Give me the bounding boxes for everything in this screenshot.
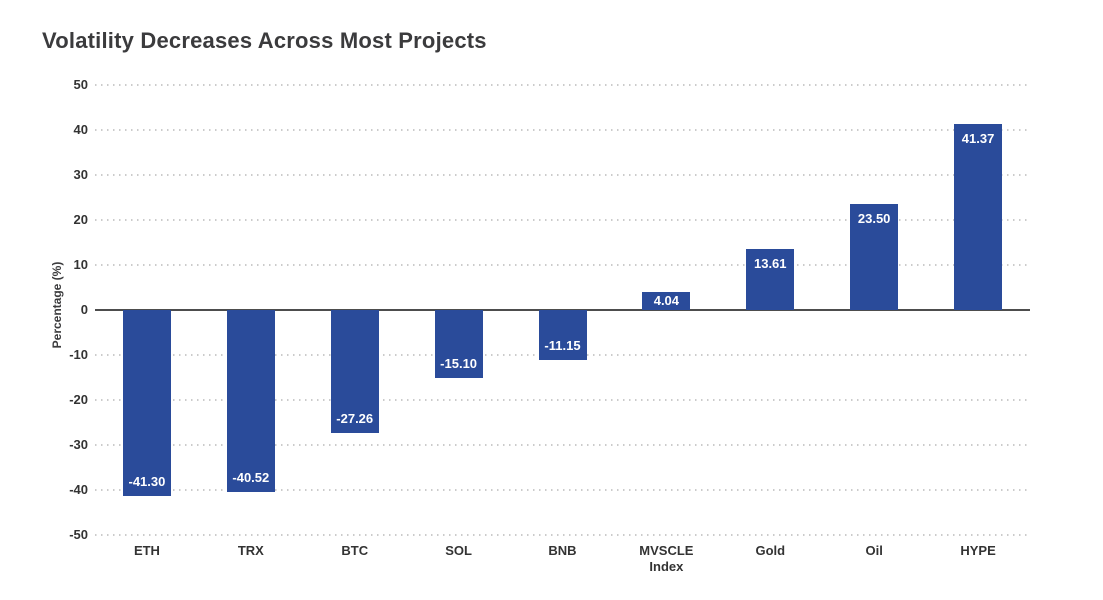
y-tick-label: -10 xyxy=(69,347,88,362)
y-tick-label: 30 xyxy=(73,167,88,182)
bar-value-label: 41.37 xyxy=(961,130,995,146)
gridline xyxy=(95,219,1030,221)
bar-value-label: 4.04 xyxy=(653,293,680,309)
y-tick-label: -50 xyxy=(69,527,88,542)
gridline xyxy=(95,84,1030,86)
x-tick-label: ETH xyxy=(133,543,160,558)
y-tick-label: -40 xyxy=(69,482,88,497)
bar-value-label: 23.50 xyxy=(857,211,891,227)
gridline xyxy=(95,264,1030,266)
y-tick-label: 50 xyxy=(73,77,88,92)
x-tick-label: BNB xyxy=(548,543,577,558)
bar-value-label: -11.15 xyxy=(544,338,581,354)
y-tick-label: -30 xyxy=(69,437,88,452)
bar-value-label: 13.61 xyxy=(753,255,787,271)
x-tick-label: SOL xyxy=(445,543,472,558)
bar-value-label: -15.10 xyxy=(440,355,478,371)
x-tick-label: Oil xyxy=(865,543,883,558)
x-tick-label: Gold xyxy=(755,543,786,558)
y-tick-label: 0 xyxy=(80,302,88,317)
bar-oil xyxy=(850,204,899,310)
x-tick-label: BTC xyxy=(341,543,369,558)
bar-eth xyxy=(122,310,171,496)
bar-value-label: -41.30 xyxy=(128,473,166,489)
bar-bnb xyxy=(538,310,587,361)
bar-btc xyxy=(330,310,379,433)
x-tick-label: HYPE xyxy=(960,543,996,558)
y-tick-label: 10 xyxy=(73,257,88,272)
gridline xyxy=(95,174,1030,176)
gridline xyxy=(95,489,1030,491)
bar-trx xyxy=(226,310,275,493)
y-tick-label: 20 xyxy=(73,212,88,227)
gridline xyxy=(95,444,1030,446)
bar-value-label: -27.26 xyxy=(336,410,374,426)
y-tick-label: 40 xyxy=(73,122,88,137)
gridline xyxy=(95,534,1030,536)
bar-value-label: -40.52 xyxy=(232,470,270,486)
gridline xyxy=(95,399,1030,401)
bar-hype xyxy=(954,123,1003,310)
chart-title: Volatility Decreases Across Most Project… xyxy=(42,28,487,53)
x-tick-label: MVSCLE Index xyxy=(639,543,694,574)
bar-mvscle-index xyxy=(642,291,691,310)
bar-sol xyxy=(434,310,483,378)
bar-gold xyxy=(746,248,795,310)
y-tick-label: -20 xyxy=(69,392,88,407)
gridline xyxy=(95,129,1030,131)
x-tick-label: TRX xyxy=(237,543,264,558)
